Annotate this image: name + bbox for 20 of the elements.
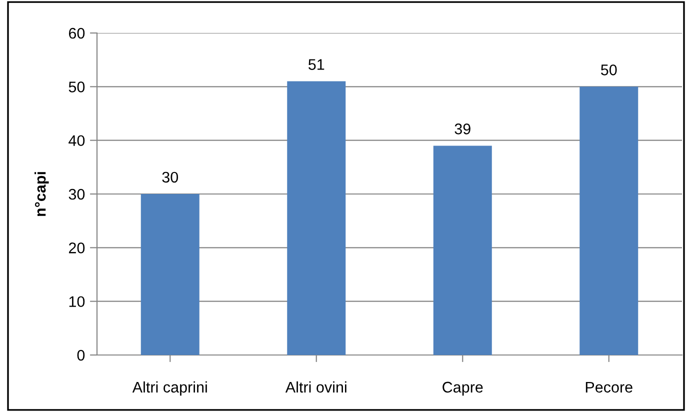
y-tick-label: 20 <box>68 242 85 254</box>
x-tick-label: Capre <box>442 382 483 396</box>
bar <box>433 146 492 355</box>
y-tick-label: 50 <box>68 82 85 92</box>
y-axis-title: n°capi <box>34 172 49 216</box>
bar <box>287 81 346 355</box>
bar <box>140 194 200 355</box>
y-tick-label: 0 <box>77 350 85 361</box>
x-tick-label: Pecore <box>586 382 632 393</box>
bar <box>580 86 638 355</box>
x-tick-label: Altri ovini <box>285 381 346 393</box>
data-label: 51 <box>308 59 324 70</box>
data-label: 39 <box>454 124 470 134</box>
y-tick-label: 60 <box>68 28 85 39</box>
y-tick-label: 30 <box>68 188 85 200</box>
data-label: 50 <box>600 64 617 76</box>
data-label: 30 <box>162 172 178 183</box>
y-tick-label: 40 <box>68 135 85 146</box>
y-tick-label: 10 <box>69 296 85 308</box>
x-tick-label: Altri caprini <box>132 381 207 396</box>
